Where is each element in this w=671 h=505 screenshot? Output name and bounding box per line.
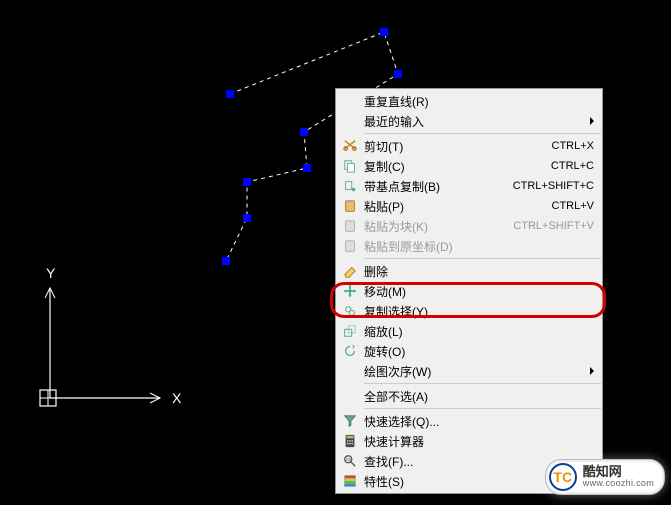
menu-item-[interactable]: 最近的输入 bbox=[336, 111, 602, 131]
menu-item-label: 快速选择(Q)... bbox=[364, 413, 594, 430]
move-icon bbox=[340, 283, 360, 299]
ucs-axes: XY bbox=[40, 265, 182, 406]
menu-item-O[interactable]: 旋转(O) bbox=[336, 341, 602, 361]
menu-item-B[interactable]: 带基点复制(B) CTRL+SHIFT+C bbox=[336, 176, 602, 196]
context-menu: 重复直线(R) 最近的输入剪切(T) CTRL+X 复制(C) CTRL+C 带基点复制(… bbox=[335, 88, 603, 494]
menu-item-Y[interactable]: 复制选择(Y) bbox=[336, 301, 602, 321]
calc-icon bbox=[340, 433, 360, 449]
menu-item-M[interactable]: 移动(M) bbox=[336, 281, 602, 301]
menu-item-label: 缩放(L) bbox=[364, 323, 594, 340]
qselect-icon bbox=[340, 413, 360, 429]
find-icon: Ab bbox=[340, 453, 360, 469]
menu-item-T[interactable]: 剪切(T) CTRL+X bbox=[336, 136, 602, 156]
menu-item-W[interactable]: 绘图次序(W) bbox=[336, 361, 602, 381]
scale-icon bbox=[340, 323, 360, 339]
blank-icon bbox=[340, 93, 360, 109]
submenu-arrow-icon bbox=[590, 367, 594, 375]
blank-icon bbox=[340, 113, 360, 129]
blank-icon bbox=[340, 388, 360, 404]
menu-item-label: 复制(C) bbox=[364, 158, 539, 175]
copysel-icon bbox=[340, 303, 360, 319]
menu-item-R[interactable]: 重复直线(R) bbox=[336, 91, 602, 111]
erase-icon bbox=[340, 263, 360, 279]
menu-item-label: 快速计算器 bbox=[364, 433, 594, 450]
menu-item-shortcut: CTRL+X bbox=[552, 140, 595, 152]
menu-item-shortcut: CTRL+V bbox=[552, 200, 595, 212]
menu-item-C[interactable]: 复制(C) CTRL+C bbox=[336, 156, 602, 176]
menu-item-shortcut: CTRL+C bbox=[551, 160, 594, 172]
blank-icon bbox=[340, 363, 360, 379]
copy-icon bbox=[340, 158, 360, 174]
menu-item-label: 复制选择(Y) bbox=[364, 303, 594, 320]
cut-icon bbox=[340, 138, 360, 154]
pasteorig-icon bbox=[340, 238, 360, 254]
menu-item-label: 粘贴到原坐标(D) bbox=[364, 238, 594, 255]
menu-item-label: 剪切(T) bbox=[364, 138, 540, 155]
watermark-text: 酷知网 www.coozhi.com bbox=[583, 465, 654, 489]
menu-item-[interactable]: 删除 bbox=[336, 261, 602, 281]
menu-item-P[interactable]: 粘贴(P) CTRL+V bbox=[336, 196, 602, 216]
menu-item-label: 粘贴为块(K) bbox=[364, 218, 501, 235]
svg-text:X: X bbox=[172, 390, 182, 406]
menu-item-label: 绘图次序(W) bbox=[364, 363, 584, 380]
menu-item-label: 删除 bbox=[364, 263, 594, 280]
menu-item-D: 粘贴到原坐标(D) bbox=[336, 236, 602, 256]
menu-item-shortcut: CTRL+SHIFT+C bbox=[513, 180, 594, 192]
props-icon bbox=[340, 473, 360, 489]
menu-item-Q[interactable]: 快速选择(Q)... bbox=[336, 411, 602, 431]
menu-item-label: 重复直线(R) bbox=[364, 93, 594, 110]
copybase-icon bbox=[340, 178, 360, 194]
watermark: TC 酷知网 www.coozhi.com bbox=[545, 459, 665, 495]
menu-item-K: 粘贴为块(K) CTRL+SHIFT+V bbox=[336, 216, 602, 236]
menu-item-[interactable]: 快速计算器 bbox=[336, 431, 602, 451]
menu-item-label: 带基点复制(B) bbox=[364, 178, 501, 195]
menu-item-label: 最近的输入 bbox=[364, 113, 584, 130]
menu-item-A[interactable]: 全部不选(A) bbox=[336, 386, 602, 406]
menu-item-shortcut: CTRL+SHIFT+V bbox=[513, 220, 594, 232]
watermark-logo: TC bbox=[549, 463, 577, 491]
menu-item-L[interactable]: 缩放(L) bbox=[336, 321, 602, 341]
rotate-icon bbox=[340, 343, 360, 359]
menu-item-label: 移动(M) bbox=[364, 283, 594, 300]
menu-item-label: 旋转(O) bbox=[364, 343, 594, 360]
pasteblock-icon bbox=[340, 218, 360, 234]
svg-text:Y: Y bbox=[46, 265, 56, 281]
menu-item-label: 全部不选(A) bbox=[364, 388, 594, 405]
menu-item-label: 粘贴(P) bbox=[364, 198, 540, 215]
paste-icon bbox=[340, 198, 360, 214]
submenu-arrow-icon bbox=[590, 117, 594, 125]
svg-text:Ab: Ab bbox=[346, 457, 352, 462]
